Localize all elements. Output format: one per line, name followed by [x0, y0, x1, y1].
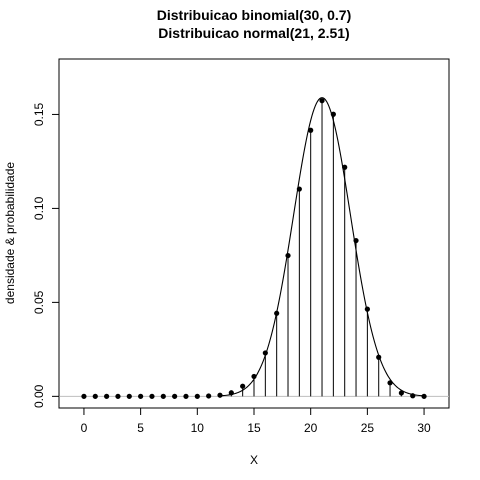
y-tick-label-0: 0.00 [32, 384, 46, 408]
pmf-point-0 [81, 393, 87, 399]
x-tick-label-15: 15 [247, 421, 261, 435]
chart-marks [59, 97, 449, 399]
pmf-point-4 [126, 393, 132, 399]
x-tick-label-20: 20 [304, 421, 318, 435]
pmf-point-6 [149, 393, 155, 399]
y-tick-label-1: 0.05 [32, 290, 46, 314]
x-tick-label-25: 25 [361, 421, 375, 435]
x-tick-label-30: 30 [417, 421, 431, 435]
pmf-point-2 [104, 393, 110, 399]
pmf-point-1 [92, 393, 98, 399]
pmf-point-7 [160, 393, 166, 399]
y-axis-label: densidade & probabilidade [3, 162, 17, 304]
pmf-point-30 [421, 393, 427, 399]
x-axis: 0 5 10 15 20 25 30 [81, 407, 431, 435]
x-axis-label: X [250, 453, 258, 467]
x-tick-label-10: 10 [191, 421, 205, 435]
x-tick-label-5: 5 [137, 421, 144, 435]
pmf-point-3 [115, 393, 121, 399]
pmf-point-10 [194, 393, 200, 399]
pmf-point-12 [217, 392, 223, 398]
chart-subtitle: Distribuicao normal(21, 2.51) [158, 25, 349, 41]
pmf-point-5 [138, 393, 144, 399]
pmf-point-14 [240, 383, 246, 389]
pmf-point-11 [206, 393, 212, 399]
pmf-point-8 [172, 393, 178, 399]
pmf-point-18 [285, 252, 291, 259]
y-tick-label-2: 0.10 [32, 196, 46, 220]
pmf-point-20 [308, 127, 314, 133]
y-tick-label-3: 0.15 [32, 102, 46, 126]
pmf-point-9 [183, 393, 189, 399]
chart-title: Distribuicao binomial(30, 0.7) [157, 7, 352, 23]
plot-frame [58, 58, 450, 409]
pmf-point-21 [319, 98, 325, 104]
normal-density-curve [219, 97, 425, 397]
x-tick-label-0: 0 [81, 421, 88, 435]
pmf-point-28 [398, 390, 404, 396]
y-axis: 0.00 0.05 0.10 0.15 [32, 102, 60, 408]
